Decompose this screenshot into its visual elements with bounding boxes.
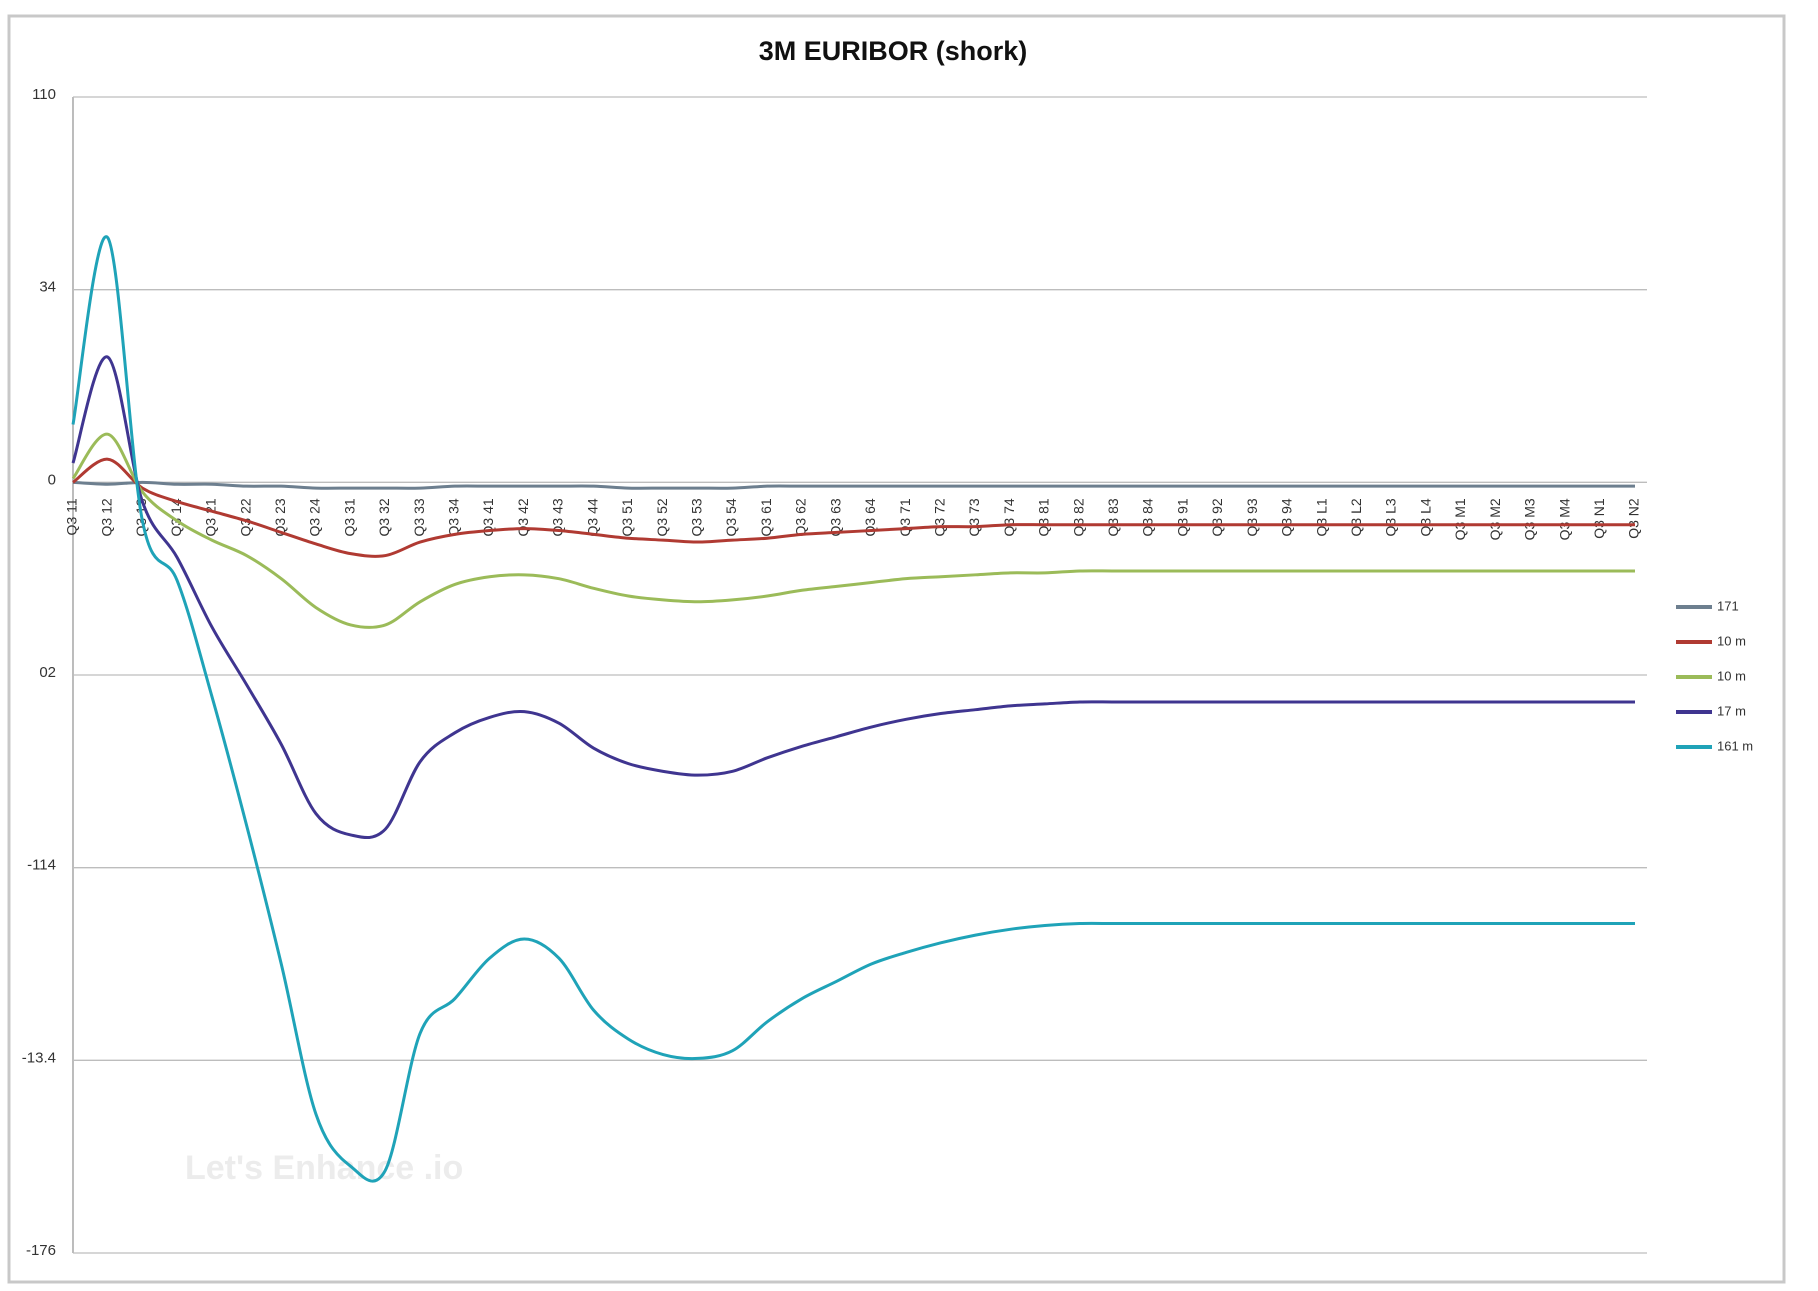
legend-label: 10 m bbox=[1717, 633, 1746, 648]
x-tick-label: Q3 51 bbox=[619, 498, 635, 536]
x-tick-label: Q3 23 bbox=[272, 498, 288, 536]
x-tick-label: Q3 M2 bbox=[1487, 498, 1503, 540]
x-tick-label: Q3 83 bbox=[1105, 498, 1121, 536]
y-tick-label: 110 bbox=[32, 86, 56, 103]
x-tick-label: Q3 22 bbox=[237, 498, 253, 536]
x-tick-label: Q3 33 bbox=[411, 498, 427, 536]
x-tick-label: Q3 N2 bbox=[1626, 498, 1642, 539]
x-tick-label: Q3 92 bbox=[1209, 498, 1225, 536]
x-tick-label: Q3 64 bbox=[862, 498, 878, 536]
x-tick-label: Q3 42 bbox=[515, 498, 531, 536]
x-tick-label: Q3 43 bbox=[550, 498, 566, 536]
x-tick-label: Q3 12 bbox=[98, 498, 114, 536]
x-tick-label: Q3 73 bbox=[966, 498, 982, 536]
x-tick-label: Q3 M1 bbox=[1452, 498, 1468, 540]
legend-label: 161 m bbox=[1717, 738, 1753, 753]
series-line bbox=[72, 457, 1635, 558]
x-tick-label: Q3 34 bbox=[446, 498, 462, 536]
legend-label: 17 m bbox=[1717, 703, 1746, 718]
x-tick-label: Q3 41 bbox=[480, 498, 496, 536]
x-tick-label: Q3 11 bbox=[64, 498, 80, 535]
y-tick-label: -13.4 bbox=[22, 1049, 56, 1066]
series-line bbox=[72, 480, 1635, 490]
y-tick-label: -176 bbox=[26, 1242, 56, 1259]
x-tick-label: Q3 74 bbox=[1001, 498, 1017, 536]
x-tick-label: Q3 L3 bbox=[1383, 498, 1399, 536]
x-tick-label: Q3 84 bbox=[1140, 498, 1156, 536]
x-tick-label: Q3 63 bbox=[827, 498, 843, 536]
x-tick-label: Q3 14 bbox=[168, 498, 184, 536]
x-tick-label: Q3 91 bbox=[1174, 498, 1190, 536]
x-tick-label: Q3 24 bbox=[307, 498, 323, 536]
x-tick-label: Q3 82 bbox=[1070, 498, 1086, 536]
x-tick-label: Q3 31 bbox=[341, 498, 357, 536]
series-line bbox=[71, 355, 1635, 840]
x-tick-label: Q3 32 bbox=[376, 498, 392, 536]
series-line bbox=[71, 235, 1636, 1183]
x-tick-label: Q3 21 bbox=[203, 498, 219, 536]
legend-label: 171 bbox=[1717, 598, 1739, 613]
x-tick-label: Q3 72 bbox=[931, 498, 947, 536]
x-tick-label: Q3 L1 bbox=[1313, 498, 1329, 536]
y-tick-label: -114 bbox=[27, 857, 56, 874]
x-tick-label: Q3 N1 bbox=[1591, 498, 1607, 539]
chart-frame bbox=[7, 14, 1786, 1284]
x-tick-label: Q3 71 bbox=[897, 498, 913, 536]
x-tick-label: Q3 L4 bbox=[1417, 498, 1433, 536]
x-tick-label: Q3 94 bbox=[1279, 498, 1295, 536]
legend-label: 10 m bbox=[1717, 668, 1746, 683]
x-tick-label: Q3 53 bbox=[689, 498, 705, 536]
x-tick-label: Q3 52 bbox=[654, 498, 670, 536]
x-tick-label: Q3 81 bbox=[1036, 498, 1052, 536]
chart-title: 3M EURIBOR (shork) bbox=[759, 36, 1028, 66]
x-tick-label: Q3 54 bbox=[723, 498, 739, 536]
x-tick-label: Q3 L2 bbox=[1348, 498, 1364, 536]
x-tick-label: Q3 M3 bbox=[1522, 498, 1538, 540]
watermark: Let's Enhance .io bbox=[185, 1149, 463, 1187]
x-tick-label: Q3 M4 bbox=[1556, 498, 1572, 540]
x-tick-label: Q3 44 bbox=[584, 498, 600, 536]
series-line bbox=[71, 432, 1635, 629]
y-tick-label: 34 bbox=[39, 279, 56, 296]
y-tick-label: 02 bbox=[39, 664, 56, 681]
y-tick-label: 0 bbox=[48, 471, 56, 488]
x-tick-label: Q3 61 bbox=[758, 498, 774, 536]
x-tick-label: Q3 62 bbox=[793, 498, 809, 536]
x-tick-label: Q3 93 bbox=[1244, 498, 1260, 536]
